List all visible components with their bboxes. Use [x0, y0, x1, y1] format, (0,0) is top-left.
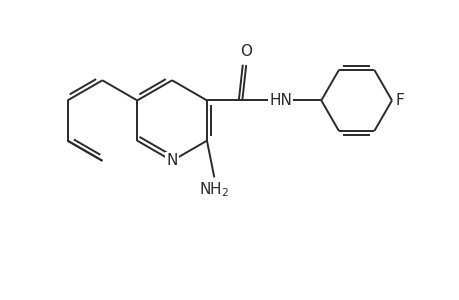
Text: F: F	[395, 93, 404, 108]
Text: O: O	[240, 44, 252, 59]
Text: NH$_2$: NH$_2$	[199, 180, 229, 199]
Text: N: N	[166, 153, 178, 168]
Text: HN: HN	[269, 93, 291, 108]
